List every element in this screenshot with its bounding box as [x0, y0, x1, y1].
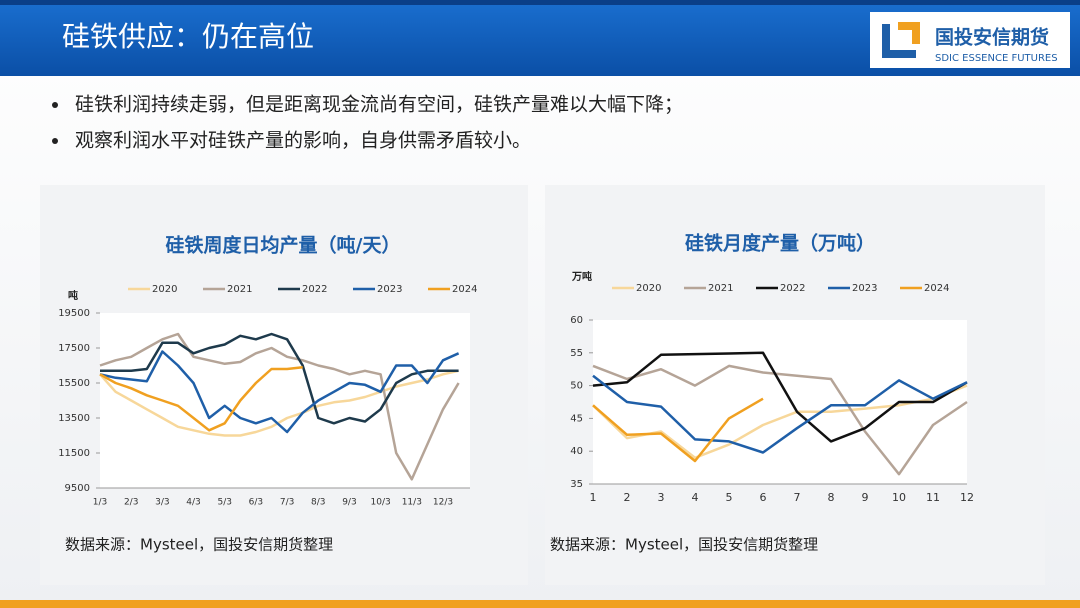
legend-label: 2023	[377, 284, 402, 295]
legend-label: 2022	[302, 284, 327, 295]
series-line	[99, 350, 460, 434]
legend-label: 2023	[852, 283, 877, 294]
y-tick-label: 13500	[58, 413, 90, 424]
y-tick-label: 11500	[58, 448, 90, 459]
x-tick-label: 1/3	[93, 498, 107, 508]
series-line	[592, 374, 968, 454]
x-tick-label: 5	[726, 491, 733, 504]
x-tick-label: 11/3	[402, 498, 422, 508]
header-top	[0, 0, 1080, 5]
series-line	[592, 364, 968, 476]
x-tick-label: 9/3	[342, 498, 356, 508]
x-tick-label: 6/3	[249, 498, 263, 508]
x-tick-label: 4	[692, 491, 699, 504]
legend-label: 2024	[924, 283, 949, 294]
y-tick-label: 9500	[65, 483, 90, 494]
logo-en: SDIC ESSENCE FUTURES	[935, 53, 1058, 64]
chart-title: 硅铁周度日均产量（吨/天）	[166, 234, 401, 257]
y-tick-label: 35	[570, 479, 583, 490]
x-tick-label: 6	[760, 491, 767, 504]
x-tick-label: 7/3	[280, 498, 294, 508]
y-tick-label: 40	[570, 446, 583, 457]
series-line	[592, 351, 968, 443]
y-tick-label: 60	[570, 315, 583, 326]
x-tick-label: 9	[862, 491, 869, 504]
x-tick-label: 7	[794, 491, 801, 504]
series-line	[99, 369, 459, 437]
legend-label: 2022	[780, 283, 805, 294]
x-tick-label: 5/3	[217, 498, 231, 508]
x-tick-label: 12/3	[433, 498, 453, 508]
bullet-dot	[52, 102, 58, 108]
y-tick-label: 50	[570, 381, 583, 392]
legend-label: 2021	[227, 284, 252, 295]
logo-icon	[898, 22, 920, 44]
x-tick-label: 1	[590, 491, 597, 504]
x-tick-label: 3	[658, 491, 665, 504]
x-tick-label: 10/3	[371, 498, 391, 508]
chart-title: 硅铁月度产量（万吨）	[685, 232, 875, 255]
y-tick-label: 19500	[58, 308, 90, 319]
y-axis-label: 吨	[68, 289, 78, 302]
source: 数据来源：Mysteel，国投安信期货整理	[550, 536, 818, 554]
logo-cn: 国投安信期货	[935, 26, 1049, 49]
series-line	[99, 332, 460, 481]
series-line	[592, 397, 764, 463]
x-tick-label: 4/3	[186, 498, 200, 508]
x-tick-label: 2	[624, 491, 631, 504]
x-tick-label: 10	[892, 491, 906, 504]
bullet-dot	[52, 138, 58, 144]
bullet: 观察利润水平对硅铁产量的影响，自身供需矛盾较小。	[75, 130, 531, 152]
x-tick-label: 8	[828, 491, 835, 504]
series-line	[100, 332, 459, 425]
x-tick-label: 11	[926, 491, 940, 504]
y-axis-label: 万吨	[571, 270, 592, 283]
y-tick-label: 55	[570, 348, 583, 359]
x-tick-label: 12	[960, 491, 974, 504]
legend-label: 2020	[152, 284, 177, 295]
source: 数据来源：Mysteel，国投安信期货整理	[65, 536, 333, 554]
legend-label: 2024	[452, 284, 477, 295]
y-tick-label: 17500	[58, 343, 90, 354]
x-tick-label: 3/3	[155, 498, 169, 508]
legend-label: 2021	[708, 283, 733, 294]
y-tick-label: 15500	[58, 378, 90, 389]
x-tick-label: 2/3	[124, 498, 138, 508]
legend-label: 2020	[636, 283, 661, 294]
series-line	[99, 366, 303, 432]
y-tick-label: 45	[570, 413, 583, 424]
bullet: 硅铁利润持续走弱，但是距离现金流尚有空间，硅铁产量难以大幅下降；	[75, 94, 683, 116]
x-tick-label: 8/3	[311, 498, 325, 508]
logo-box	[870, 12, 1070, 68]
footer-bar	[0, 600, 1080, 608]
logo-icon	[882, 24, 916, 58]
slide-title: 硅铁供应：仍在高位	[62, 20, 314, 53]
